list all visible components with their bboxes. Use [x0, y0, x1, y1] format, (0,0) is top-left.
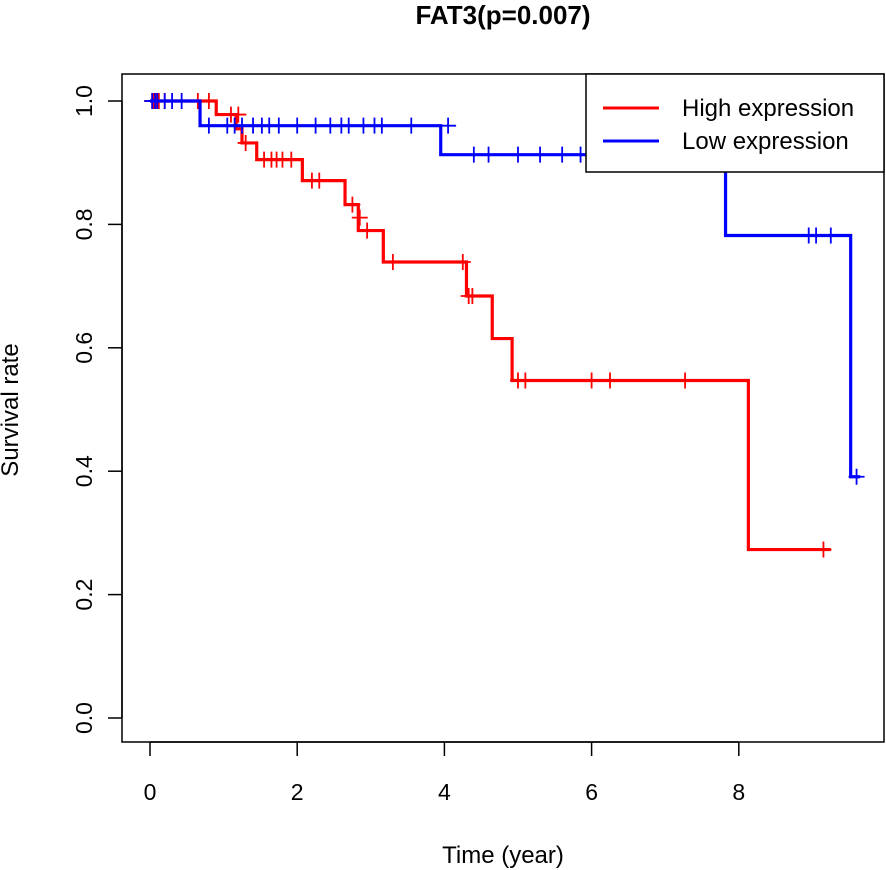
censor-mark-high-expression — [344, 196, 361, 213]
y-tick-label: 0.4 — [71, 455, 97, 487]
censor-mark-high-expression — [283, 151, 300, 168]
censor-mark-high-expression — [464, 287, 481, 304]
censor-mark-low-expression — [403, 117, 420, 134]
censor-mark-high-expression — [359, 222, 376, 239]
x-axis-label: Time (year) — [442, 842, 564, 869]
censor-mark-high-expression — [200, 93, 217, 109]
censor-mark-low-expression — [532, 146, 549, 163]
censor-mark-low-expression — [340, 117, 357, 134]
censor-mark-low-expression — [289, 117, 306, 134]
legend-label-high-expression: High expression — [682, 95, 854, 122]
y-axis-label: Survival rate — [0, 343, 24, 476]
y-tick-label: 1.0 — [71, 85, 97, 117]
censor-mark-high-expression — [517, 372, 534, 389]
x-tick-label: 6 — [585, 779, 598, 805]
x-tick-label: 2 — [291, 779, 304, 805]
censor-mark-high-expression — [454, 254, 471, 271]
censor-mark-low-expression — [270, 117, 287, 134]
censor-mark-low-expression — [510, 146, 526, 163]
censor-mark-low-expression — [822, 227, 839, 244]
legend: High expression Low expression — [585, 73, 885, 173]
plot-frame — [121, 73, 885, 743]
censor-mark-high-expression — [602, 372, 618, 389]
x-axis: 0 2 4 6 8 — [144, 741, 745, 805]
chart-title: FAT3(p=0.007) — [415, 0, 590, 30]
censor-mark-low-expression — [480, 146, 497, 163]
censor-mark-high-expression — [384, 254, 401, 271]
censor-mark-high-expression — [583, 372, 600, 389]
censor-mark-low-expression — [440, 117, 457, 134]
censor-mark-low-expression — [373, 117, 390, 134]
censor-mark-low-expression — [173, 93, 190, 109]
censor-mark-low-expression — [465, 146, 482, 163]
censor-mark-low-expression — [808, 227, 825, 244]
y-axis: 0.0 0.2 0.4 0.6 0.8 1.0 — [71, 85, 123, 734]
y-tick-label: 0.0 — [71, 702, 97, 734]
censor-mark-high-expression — [815, 541, 832, 558]
y-tick-label: 0.8 — [71, 208, 97, 240]
censor-mark-low-expression — [848, 468, 865, 485]
y-tick-label: 0.6 — [71, 332, 97, 364]
censor-mark-low-expression — [307, 117, 324, 134]
x-tick-label: 4 — [438, 779, 451, 805]
censor-mark-high-expression — [677, 372, 694, 389]
legend-label-low-expression: Low expression — [682, 128, 849, 155]
censor-mark-high-expression — [351, 209, 368, 226]
censor-mark-high-expression — [237, 134, 254, 151]
y-tick-label: 0.2 — [71, 579, 97, 611]
censor-mark-low-expression — [554, 146, 571, 163]
censor-mark-high-expression — [311, 172, 328, 189]
censor-mark-low-expression — [200, 117, 217, 134]
legend-box — [585, 73, 885, 173]
censor-mark-high-expression — [230, 106, 247, 123]
x-tick-label: 8 — [732, 779, 745, 805]
x-tick-label: 0 — [144, 779, 157, 805]
